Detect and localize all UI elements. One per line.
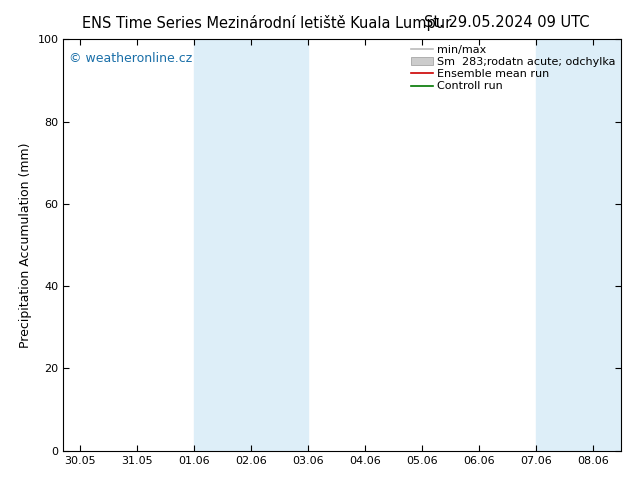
Legend: min/max, Sm  283;rodatn acute; odchylka, Ensemble mean run, Controll run: min/max, Sm 283;rodatn acute; odchylka, … (408, 43, 618, 94)
Text: ENS Time Series Mezinárodní letiště Kuala Lumpur: ENS Time Series Mezinárodní letiště Kual… (82, 15, 451, 31)
Y-axis label: Precipitation Accumulation (mm): Precipitation Accumulation (mm) (19, 142, 32, 348)
Text: © weatheronline.cz: © weatheronline.cz (69, 51, 192, 65)
Text: St. 29.05.2024 09 UTC: St. 29.05.2024 09 UTC (424, 15, 590, 30)
Bar (195, 39, 308, 451)
Bar (536, 39, 621, 451)
